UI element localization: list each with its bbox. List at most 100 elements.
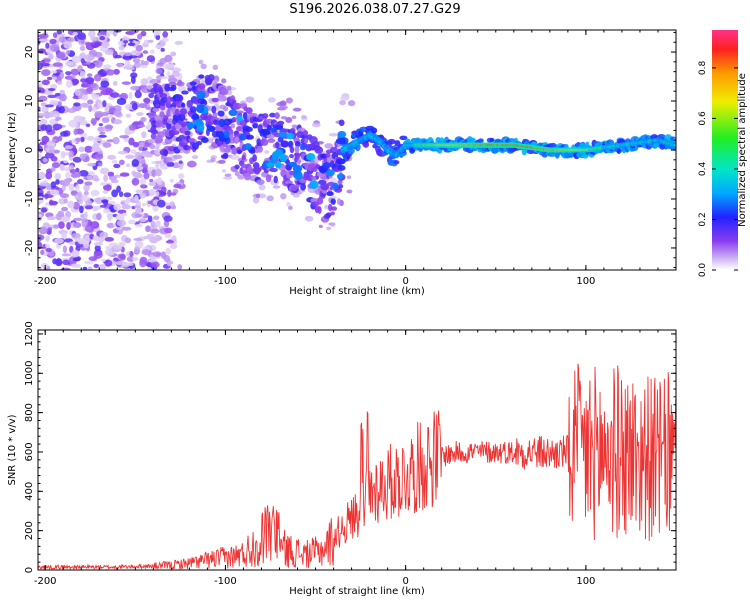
spectrogram-cell [41,135,50,144]
spectrogram-cell [228,109,238,117]
spectrogram-cell [99,167,110,175]
spectrogram-cell [136,165,144,171]
spectrogram-cell [317,206,322,214]
spectrogram-cell [168,74,175,80]
spectrogram-cell [73,217,83,221]
spectrogram-cell [139,217,147,223]
spectrogram-cell [121,226,132,231]
spectrogram-cell [92,45,98,49]
colorbar-tick-label: 0.2 [698,212,708,226]
y-tick-label: 1000 [24,361,35,386]
spectrogram-cell [156,199,166,208]
spectrogram-cell [98,123,104,127]
spectrogram-cell [116,63,124,68]
spectrogram-cell [52,76,58,81]
spectrogram-cell [232,102,242,110]
y-tick-label: 1200 [24,321,35,346]
spectrogram-cell [291,124,298,129]
spectrogram-cell [226,85,232,92]
spectrogram-cell [148,259,158,263]
spectrogram-cell [324,143,334,149]
spectrogram-cell [42,222,50,228]
spectrogram-cell [94,111,104,118]
spectrogram-cell [161,37,169,43]
spectrogram-cell [132,171,143,179]
spectrogram-cell [46,76,53,81]
spectrogram-cell [59,163,65,171]
spectrogram-cell [172,154,183,160]
spectrogram-cell [80,102,88,108]
spectrogram-cell [109,92,120,98]
spectrogram-cell [234,170,240,177]
spectrogram-cell [119,172,130,177]
spectrogram-cell [72,201,80,210]
spectrogram-cell [82,266,88,270]
spectrogram-cell [155,34,161,41]
spectrogram-cell [79,53,86,60]
spectrogram-cell [330,206,338,211]
spectrogram-cell [84,205,94,210]
spectrogram-cell [85,41,91,46]
spectrogram-cell [286,201,291,207]
y-tick-label: 800 [24,403,35,422]
spectrogram-cell [325,169,335,177]
spectrogram-cell [108,242,119,247]
y-axis-label: Frequency (Hz) [7,112,18,188]
spectrogram-cell [112,80,118,86]
spectrogram-cell [320,183,330,191]
spectrogram-cell [140,184,146,188]
spectrogram-cell [167,189,172,198]
spectrogram-cell [93,241,103,246]
spectrogram-cell [61,206,69,212]
spectrogram-cell [79,205,84,214]
spectrogram-cell [221,78,227,84]
spectrogram-cell [135,44,143,52]
spectrogram-cell [267,138,276,143]
spectrogram-cell [252,123,259,129]
spectrogram-cell [165,240,175,244]
spectrogram-cell [244,143,252,151]
spectrogram-cell [160,191,167,196]
spectrogram-cell [231,146,238,155]
spectrogram-cell [70,173,79,178]
spectrogram-cell [191,155,199,160]
spectrogram-cell [74,237,85,243]
spectrogram-cell [207,74,215,82]
spectrogram-cell [40,262,49,269]
spectrogram-cell [152,251,162,257]
spectrogram-cell [118,241,127,245]
spectrogram-cell [47,94,57,99]
spectrogram-cell [279,105,288,110]
spectrogram-cell [113,163,121,169]
spectrogram-cell [144,262,153,267]
spectrogram-cell [61,253,72,257]
spectrogram-cell [78,169,89,177]
x-tick-label: -200 [34,276,57,287]
spectrogram-cell [164,233,172,239]
spectrogram-cell [294,141,301,148]
spectrogram-cell [58,93,67,102]
spectrogram-cell [93,263,100,268]
spectrogram-cell [150,228,160,234]
spectrogram-cell [146,55,156,63]
spectrogram-cell [117,253,126,260]
spectrogram-cell [311,167,318,172]
spectrogram-cell [159,111,165,118]
spectrogram-cell [131,102,138,111]
spectrogram-cell [332,182,339,189]
spectrogram-cell [269,167,278,173]
spectrogram-cell [266,133,276,139]
spectrogram-cell [113,109,122,117]
spectrogram-cell [38,171,46,180]
spectrogram-cell [130,85,140,91]
spectrogram-cell [118,45,125,51]
spectrogram-cell [65,71,72,76]
spectrogram-cell [99,204,107,208]
spectrogram-cell [116,185,121,193]
spectrogram-cell [93,41,104,47]
x-tick-label: -100 [214,276,237,287]
spectrogram-cell [47,216,56,221]
spectrogram-cell [186,122,195,129]
spectrogram-cell [111,159,118,164]
spectrogram-cell [193,119,204,127]
